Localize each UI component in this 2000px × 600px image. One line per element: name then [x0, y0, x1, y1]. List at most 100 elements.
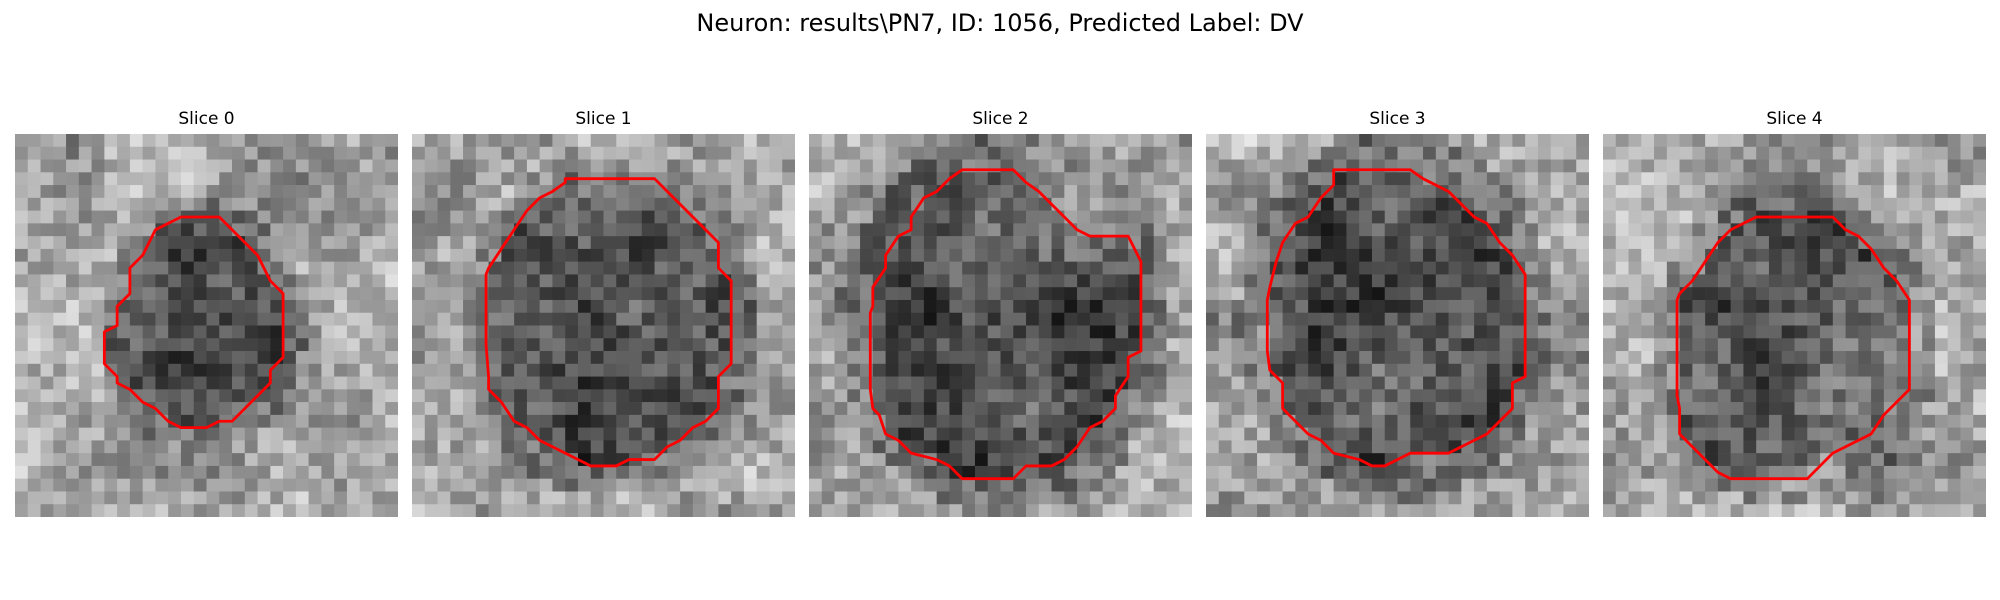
pixel: [155, 134, 169, 148]
pixel: [1051, 325, 1065, 339]
pixel: [603, 261, 617, 275]
pixel: [385, 197, 398, 211]
pixel: [1371, 274, 1385, 288]
pixel: [424, 351, 438, 365]
pixel: [1128, 491, 1142, 505]
pixel: [232, 389, 246, 403]
pixel: [437, 338, 451, 352]
pixel: [911, 146, 925, 160]
pixel: [987, 223, 1001, 237]
pixel: [1550, 325, 1564, 339]
pixel: [1705, 427, 1719, 441]
pixel: [1641, 414, 1655, 428]
pixel: [1423, 363, 1437, 377]
pixel: [180, 465, 194, 479]
pixel: [437, 248, 451, 262]
pixel: [1295, 146, 1309, 160]
pixel: [1448, 325, 1462, 339]
pixel: [1922, 402, 1936, 416]
pixel: [257, 402, 271, 416]
pixel: [295, 261, 309, 275]
pixel: [129, 338, 143, 352]
pixel: [475, 376, 489, 390]
pixel: [1730, 287, 1744, 301]
pixel: [974, 274, 988, 288]
pixel: [834, 248, 848, 262]
pixel: [1832, 134, 1846, 148]
pixel: [1563, 248, 1577, 262]
pixel: [283, 274, 297, 288]
pixel: [295, 491, 309, 505]
pixel: [692, 134, 706, 148]
pixel: [1576, 248, 1589, 262]
pixel: [898, 465, 912, 479]
pixel: [1102, 414, 1116, 428]
pixel: [1077, 299, 1091, 313]
pixel: [667, 261, 681, 275]
pixel: [129, 223, 143, 237]
pixel: [129, 440, 143, 454]
pixel: [1000, 325, 1014, 339]
pixel: [616, 478, 630, 492]
pixel: [1448, 159, 1462, 173]
pixel: [155, 338, 169, 352]
pixel: [590, 134, 604, 148]
pixel: [1512, 351, 1526, 365]
pixel: [1871, 376, 1885, 390]
pixel: [1000, 299, 1014, 313]
pixel: [1641, 338, 1655, 352]
pixel: [359, 363, 373, 377]
pixel: [1333, 402, 1347, 416]
pixel: [155, 236, 169, 250]
pixel: [1128, 299, 1142, 313]
pixel: [295, 440, 309, 454]
pixel: [1807, 325, 1821, 339]
pixel: [974, 185, 988, 199]
pixel: [1794, 491, 1808, 505]
pixel: [1845, 376, 1859, 390]
pixel: [1064, 351, 1078, 365]
pixel: [1934, 197, 1948, 211]
pixel: [1486, 351, 1500, 365]
pixel: [1384, 236, 1398, 250]
pixel: [270, 427, 284, 441]
pixel: [15, 478, 29, 492]
pixel: [1308, 440, 1322, 454]
pixel: [1384, 274, 1398, 288]
pixel: [1896, 453, 1910, 467]
pixel: [1179, 287, 1192, 301]
pixel: [1512, 491, 1526, 505]
pixel: [1486, 159, 1500, 173]
pixel: [731, 134, 745, 148]
pixel: [91, 159, 105, 173]
pixel: [1244, 261, 1258, 275]
pixel: [1654, 197, 1668, 211]
pixel: [1820, 134, 1834, 148]
pixel: [705, 376, 719, 390]
pixel: [1909, 389, 1923, 403]
pixel: [1153, 453, 1167, 467]
pixel: [1244, 440, 1258, 454]
pixel: [1231, 159, 1245, 173]
pixel: [1743, 478, 1757, 492]
pixel: [590, 376, 604, 390]
pixel: [232, 172, 246, 186]
pixel: [1333, 287, 1347, 301]
pixel: [1461, 414, 1475, 428]
pixel: [1909, 210, 1923, 224]
pixel: [385, 414, 398, 428]
pixel: [974, 299, 988, 313]
pixel: [1051, 261, 1065, 275]
pixel: [1231, 261, 1245, 275]
pixel: [577, 504, 591, 517]
pixel: [53, 197, 67, 211]
pixel: [1218, 389, 1232, 403]
pixel: [155, 210, 169, 224]
pixel: [40, 210, 54, 224]
pixel: [15, 376, 29, 390]
pixel: [1013, 351, 1027, 365]
pixel: [603, 465, 617, 479]
pixel: [142, 389, 156, 403]
pixel: [78, 478, 92, 492]
pixel: [565, 427, 579, 441]
